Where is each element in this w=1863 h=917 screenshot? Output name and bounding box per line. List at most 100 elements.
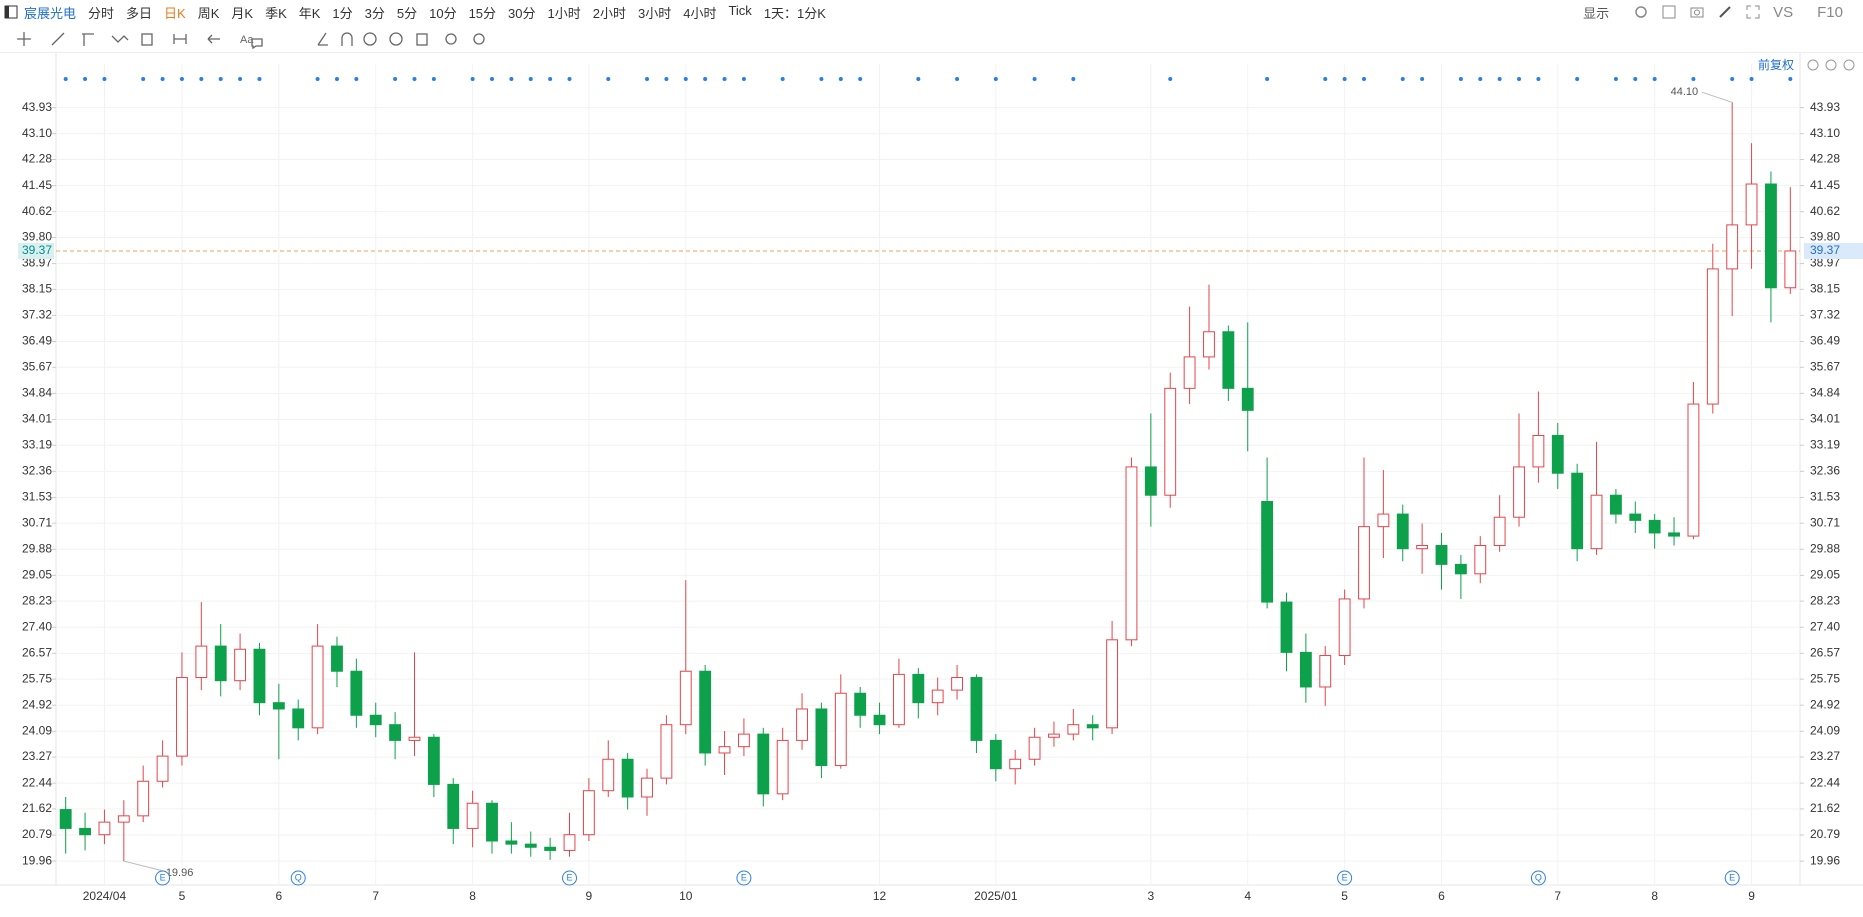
delete-tool[interactable] xyxy=(416,33,428,46)
candle-body xyxy=(408,736,421,741)
signal-marker xyxy=(955,77,960,81)
candle-body xyxy=(79,827,91,836)
x-tick-label: 12 xyxy=(873,889,887,903)
signal-marker xyxy=(683,77,688,81)
signal-marker xyxy=(838,77,843,81)
signal-marker xyxy=(1362,77,1366,81)
signal-marker xyxy=(1497,77,1502,81)
y-tick-label-right: 19.96 xyxy=(1810,853,1840,867)
reset-button[interactable] xyxy=(1807,59,1819,71)
zoom-controls xyxy=(1807,59,1855,71)
period-tab[interactable]: 月K xyxy=(231,5,254,21)
y-tick-label-right: 29.88 xyxy=(1810,541,1840,555)
y-tick-label-right: 31.53 xyxy=(1810,490,1840,504)
candle-body xyxy=(1745,183,1758,226)
period-tab[interactable]: 5分 xyxy=(396,5,418,21)
y-tick-label: 22.44 xyxy=(22,775,52,789)
hide-tool[interactable] xyxy=(389,32,403,46)
f10-button[interactable]: F10 xyxy=(1817,3,1843,21)
line-tool[interactable] xyxy=(51,32,65,46)
signal-marker xyxy=(780,77,785,81)
candle-body xyxy=(1396,513,1409,550)
zoom-in-button[interactable] xyxy=(1843,59,1855,71)
candle-body xyxy=(1590,494,1603,550)
display-menu[interactable]: 显示 xyxy=(1583,5,1610,21)
note-tool[interactable] xyxy=(251,38,263,50)
sidebar-icon[interactable] xyxy=(4,5,18,19)
candle-body xyxy=(834,692,847,767)
candle-body xyxy=(1474,545,1487,575)
period-tab[interactable]: 季K xyxy=(265,5,287,21)
period-tab[interactable]: 1天：1分K xyxy=(763,5,826,21)
move-tool[interactable] xyxy=(17,32,31,46)
lock-tool[interactable] xyxy=(363,32,377,46)
candle-body xyxy=(98,821,111,836)
period-tab[interactable]: 周K xyxy=(197,5,220,21)
signal-marker xyxy=(509,77,514,81)
period-tab[interactable]: 10分 xyxy=(429,5,457,21)
period-tab[interactable]: 1分 xyxy=(332,5,353,21)
candle-body xyxy=(1203,331,1215,358)
adjust-mode[interactable]: 前复权 xyxy=(1758,58,1795,72)
candle-body xyxy=(1648,519,1661,534)
y-tick-label: 42.28 xyxy=(22,152,52,166)
tool-settings[interactable] xyxy=(473,33,485,45)
wave-tool[interactable] xyxy=(111,35,129,43)
y-tick-label: 34.84 xyxy=(22,386,52,400)
signal-marker xyxy=(1730,77,1735,81)
last-price-label-right: 39.37 xyxy=(1810,243,1840,257)
stock-name[interactable]: 宸展光电 xyxy=(24,5,77,21)
measure-tool[interactable] xyxy=(173,34,187,44)
fib-tool[interactable] xyxy=(82,33,94,46)
layout-icon[interactable] xyxy=(1661,4,1677,20)
vs-button[interactable]: VS xyxy=(1773,3,1794,21)
candle-body xyxy=(1435,545,1448,565)
text-tool[interactable]: Aa xyxy=(240,34,254,46)
period-tab[interactable]: 年K xyxy=(298,5,321,21)
draw-icon[interactable] xyxy=(1717,4,1733,20)
candle-body xyxy=(699,670,712,754)
arrow-tool[interactable] xyxy=(207,34,220,44)
pattern-tool[interactable] xyxy=(141,33,153,46)
y-tick-label: 24.92 xyxy=(22,697,52,711)
x-tick-label: 6 xyxy=(276,889,283,903)
period-tab[interactable]: 30分 xyxy=(508,5,536,21)
x-tick-label: 2024/04 xyxy=(83,889,127,903)
zoom-out-button[interactable] xyxy=(1825,59,1837,71)
y-tick-label-right: 36.49 xyxy=(1810,334,1840,348)
candle-body xyxy=(1532,434,1545,468)
signal-marker xyxy=(664,77,669,81)
candle-body xyxy=(1726,224,1739,270)
period-tab[interactable]: 2小时 xyxy=(592,5,626,21)
fullscreen-icon[interactable] xyxy=(1745,4,1761,20)
x-tick-label: 5 xyxy=(179,889,186,903)
period-tab[interactable]: Tick xyxy=(728,2,752,18)
period-tab[interactable]: 3小时 xyxy=(637,5,672,21)
y-tick-label: 37.32 xyxy=(22,308,52,322)
period-tab[interactable]: 15分 xyxy=(468,5,497,21)
signal-marker xyxy=(1749,77,1754,81)
settings-icon[interactable] xyxy=(1633,4,1649,20)
period-tab[interactable]: 日K xyxy=(164,5,186,21)
period-tab[interactable]: 1小时 xyxy=(547,5,581,21)
y-tick-label-right: 37.32 xyxy=(1810,308,1840,322)
compare-tool[interactable] xyxy=(445,33,457,45)
signal-marker xyxy=(1633,77,1638,81)
period-tab[interactable]: 多日 xyxy=(126,5,153,21)
camera-icon[interactable] xyxy=(1689,4,1705,20)
candle-body xyxy=(1416,545,1429,550)
angle-tool[interactable] xyxy=(317,32,328,46)
x-tick-label: 7 xyxy=(1554,889,1561,903)
y-tick-label: 28.23 xyxy=(22,593,52,607)
y-tick-label: 39.80 xyxy=(22,230,52,244)
signal-marker xyxy=(412,77,417,81)
event-badge xyxy=(736,870,752,886)
y-tick-label-right: 24.92 xyxy=(1810,697,1840,711)
period-tab[interactable]: 分时 xyxy=(88,5,115,21)
period-tab[interactable]: 3分 xyxy=(364,5,385,21)
signal-marker xyxy=(528,77,533,81)
candle-body xyxy=(1261,501,1274,603)
period-tab[interactable]: 4小时 xyxy=(683,5,717,21)
magnet-tool[interactable] xyxy=(341,32,353,46)
candle-body xyxy=(1765,183,1777,289)
